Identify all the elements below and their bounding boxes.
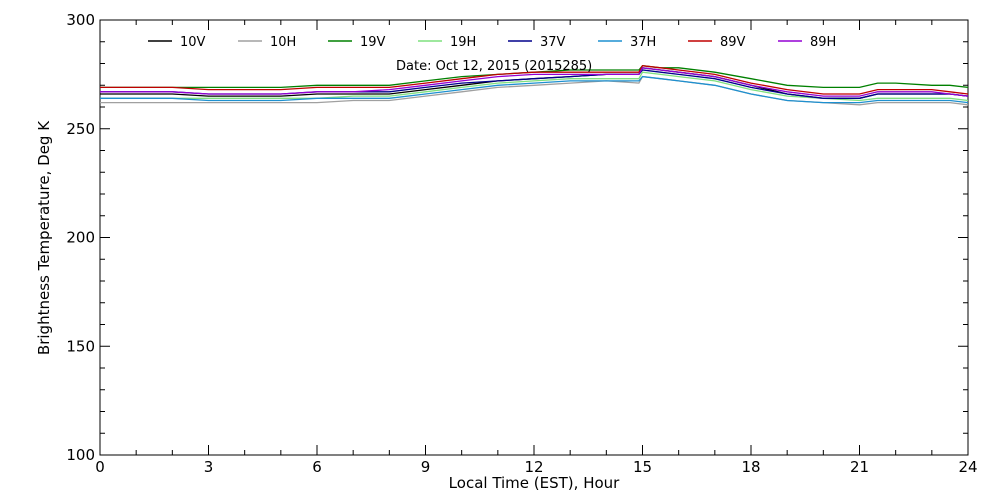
series-line-19h	[100, 71, 969, 102]
y-tick-label: 200	[66, 229, 95, 247]
x-tick-label: 9	[421, 458, 431, 476]
legend-label-89v: 89V	[720, 35, 746, 50]
legend: 10V 10H 19V 19H 37V 37H 89V 89H	[148, 35, 836, 50]
x-tick-label: 0	[95, 458, 105, 476]
x-tick-label: 6	[312, 458, 322, 476]
series-line-19v	[100, 65, 969, 89]
x-tick-label: 18	[741, 458, 760, 476]
legend-label-89h: 89H	[810, 35, 836, 50]
legend-label-10h: 10H	[270, 35, 296, 50]
y-tick-label: 100	[66, 446, 95, 464]
legend-label-10v: 10V	[180, 35, 206, 50]
y-axis-title: Brightness Temperature, Deg K	[35, 120, 53, 355]
axes: 0 3 6 9 12 15 18 21 24 100 150 200 250 300	[66, 11, 977, 476]
x-axis-title: Local Time (EST), Hour	[449, 474, 620, 492]
legend-label-37v: 37V	[540, 35, 566, 50]
y-tick-label: 150	[66, 337, 95, 355]
x-tick-label: 3	[204, 458, 214, 476]
x-tick-label: 21	[850, 458, 869, 476]
y-tick-label: 250	[66, 120, 95, 138]
series-line-37h	[100, 75, 969, 104]
x-tick-label: 24	[958, 458, 977, 476]
y-tick-label: 300	[66, 11, 95, 29]
x-tick-label: 15	[633, 458, 652, 476]
legend-label-19h: 19H	[450, 35, 476, 50]
series-lines	[100, 65, 969, 106]
series-line-89v	[100, 65, 969, 95]
legend-label-19v: 19V	[360, 35, 386, 50]
x-tick-label: 12	[524, 458, 543, 476]
date-annotation: Date: Oct 12, 2015 (2015285)	[396, 59, 592, 74]
series-line-89h	[100, 67, 969, 97]
legend-label-37h: 37H	[630, 35, 656, 50]
